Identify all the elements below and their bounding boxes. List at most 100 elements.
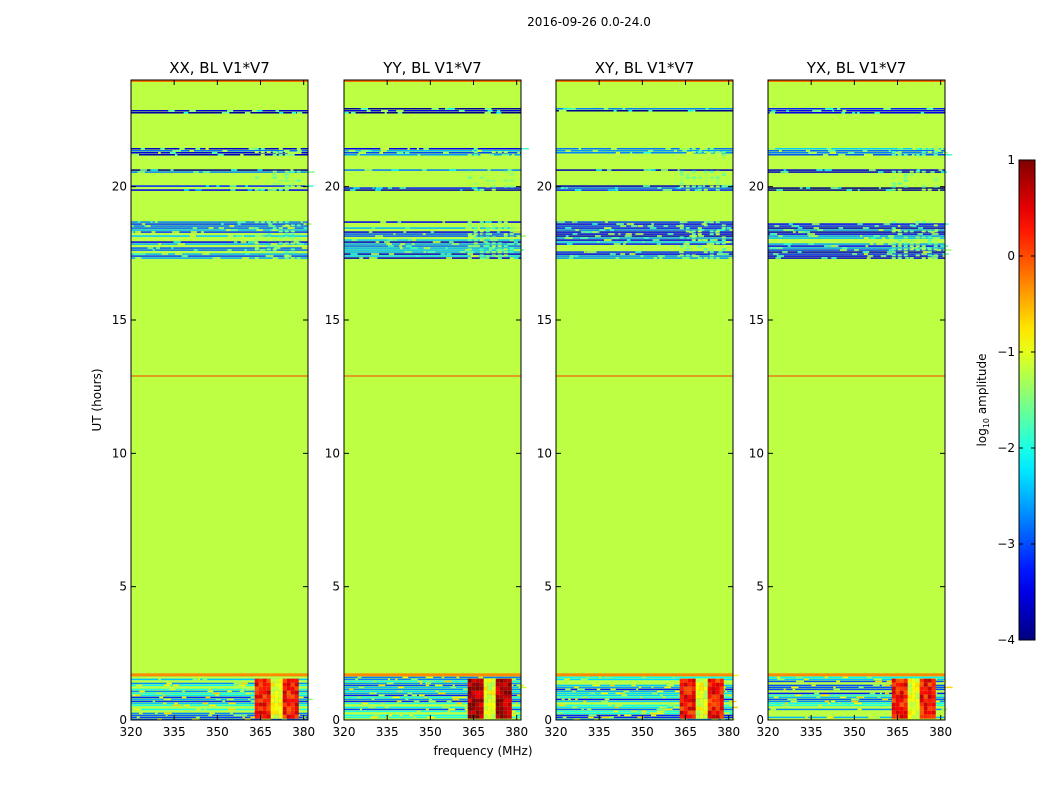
heatmap-speckle xyxy=(691,148,696,150)
heatmap-speckle xyxy=(862,251,868,253)
heatmap-speckle xyxy=(473,227,478,230)
heatmap-speckle xyxy=(274,247,281,249)
heatmap-speckle xyxy=(300,221,303,223)
heatmap-speckle xyxy=(405,152,410,154)
heatmap-speckle xyxy=(427,680,434,683)
heatmap-speckle xyxy=(558,704,566,707)
heatmap-speckle xyxy=(278,221,283,224)
heatmap-speckle xyxy=(159,696,164,699)
heatmap-speckle xyxy=(837,108,841,110)
x-tick-label: 350 xyxy=(631,725,654,739)
heatmap-cell xyxy=(503,710,508,715)
heatmap-speckle xyxy=(501,154,510,156)
heatmap-speckle xyxy=(425,676,434,679)
heatmap-speckle xyxy=(586,251,593,253)
heatmap-cell xyxy=(479,706,484,711)
heatmap-cell xyxy=(895,690,900,695)
heatmap-speckle xyxy=(158,243,162,245)
heatmap-speckle xyxy=(572,233,578,235)
heatmap-cell xyxy=(254,710,259,715)
heatmap-speckle xyxy=(599,229,606,231)
heatmap-speckle xyxy=(181,696,187,699)
heatmap-speckle xyxy=(605,227,611,229)
heatmap-speckle xyxy=(842,676,848,679)
heatmap-speckle xyxy=(203,702,208,705)
heatmap-speckle xyxy=(182,690,185,693)
heatmap-speckle xyxy=(909,245,914,248)
heatmap-speckle xyxy=(290,185,295,188)
heatmap-cell xyxy=(491,706,496,711)
heatmap-cell xyxy=(475,690,480,695)
heatmap-cell xyxy=(499,682,504,687)
heatmap-row xyxy=(344,187,521,189)
panel-frame xyxy=(343,79,522,721)
heatmap-speckle xyxy=(161,253,169,255)
heatmap-row xyxy=(768,678,945,681)
heatmap-speckle xyxy=(446,700,452,703)
heatmap-cell xyxy=(495,686,500,691)
x-tick-label: 380 xyxy=(505,725,528,739)
heatmap-band xyxy=(556,221,733,259)
heatmap-cell xyxy=(715,678,720,683)
heatmap-speckle xyxy=(162,702,167,705)
heatmap-cell xyxy=(703,690,708,695)
heatmap-speckle xyxy=(934,150,942,152)
heatmap-speckle xyxy=(373,714,380,717)
heatmap-speckle xyxy=(260,233,265,236)
heatmap-speckle xyxy=(212,257,217,259)
heatmap-cell xyxy=(687,698,692,703)
heatmap-row xyxy=(344,684,521,687)
heatmap-speckle xyxy=(885,189,892,191)
heatmap-speckle xyxy=(792,231,796,233)
heatmap-row xyxy=(556,108,733,110)
heatmap-speckle xyxy=(592,231,597,233)
heatmap-speckle xyxy=(703,251,708,254)
heatmap-cell xyxy=(703,714,708,719)
heatmap-speckle xyxy=(700,148,707,150)
heatmap-speckle xyxy=(444,680,452,683)
heatmap-speckle xyxy=(468,235,476,237)
heatmap-cell xyxy=(919,686,924,691)
heatmap-speckle xyxy=(296,242,301,245)
heatmap-speckle xyxy=(375,235,383,237)
heatmap-cell xyxy=(707,710,712,715)
heatmap-row xyxy=(131,229,308,231)
heatmap-speckle xyxy=(229,225,235,227)
heatmap-speckle xyxy=(657,187,662,189)
heatmap-speckle xyxy=(272,239,277,242)
heatmap-cell xyxy=(707,694,712,699)
heatmap-cell xyxy=(290,706,295,711)
heatmap-cell xyxy=(903,678,908,683)
heatmap-background xyxy=(344,80,521,720)
heatmap-speckle xyxy=(183,704,191,707)
heatmap-speckle xyxy=(488,233,493,235)
heatmap-speckle xyxy=(290,230,295,233)
heatmap-speckle xyxy=(891,170,896,173)
heatmap-speckle xyxy=(927,247,931,249)
heatmap-speckle xyxy=(467,173,472,176)
heatmap-speckle xyxy=(358,152,367,154)
heatmap-speckle xyxy=(449,241,454,243)
heatmap-row xyxy=(768,243,945,245)
heatmap-cell xyxy=(679,694,684,699)
x-tick-label: 365 xyxy=(249,725,272,739)
heatmap-speckle xyxy=(254,176,259,179)
heatmap-cell xyxy=(911,714,916,719)
heatmap-speckle xyxy=(927,151,932,153)
heatmap-speckle xyxy=(811,223,820,225)
heatmap-cell xyxy=(699,714,704,719)
heatmap-cell xyxy=(891,694,896,699)
heatmap-speckle xyxy=(580,237,589,239)
heatmap-row xyxy=(131,171,308,173)
heatmap-speckle xyxy=(881,684,886,687)
heatmap-cell xyxy=(715,706,720,711)
heatmap-cell xyxy=(495,710,500,715)
y-tick-label: 10 xyxy=(537,446,552,460)
heatmap-speckle xyxy=(275,110,280,112)
heatmap-speckle xyxy=(691,151,696,153)
heatmap-speckle xyxy=(485,230,490,233)
heatmap-cell xyxy=(679,682,684,687)
heatmap-speckle xyxy=(698,150,702,152)
heatmap-cell xyxy=(270,686,275,691)
